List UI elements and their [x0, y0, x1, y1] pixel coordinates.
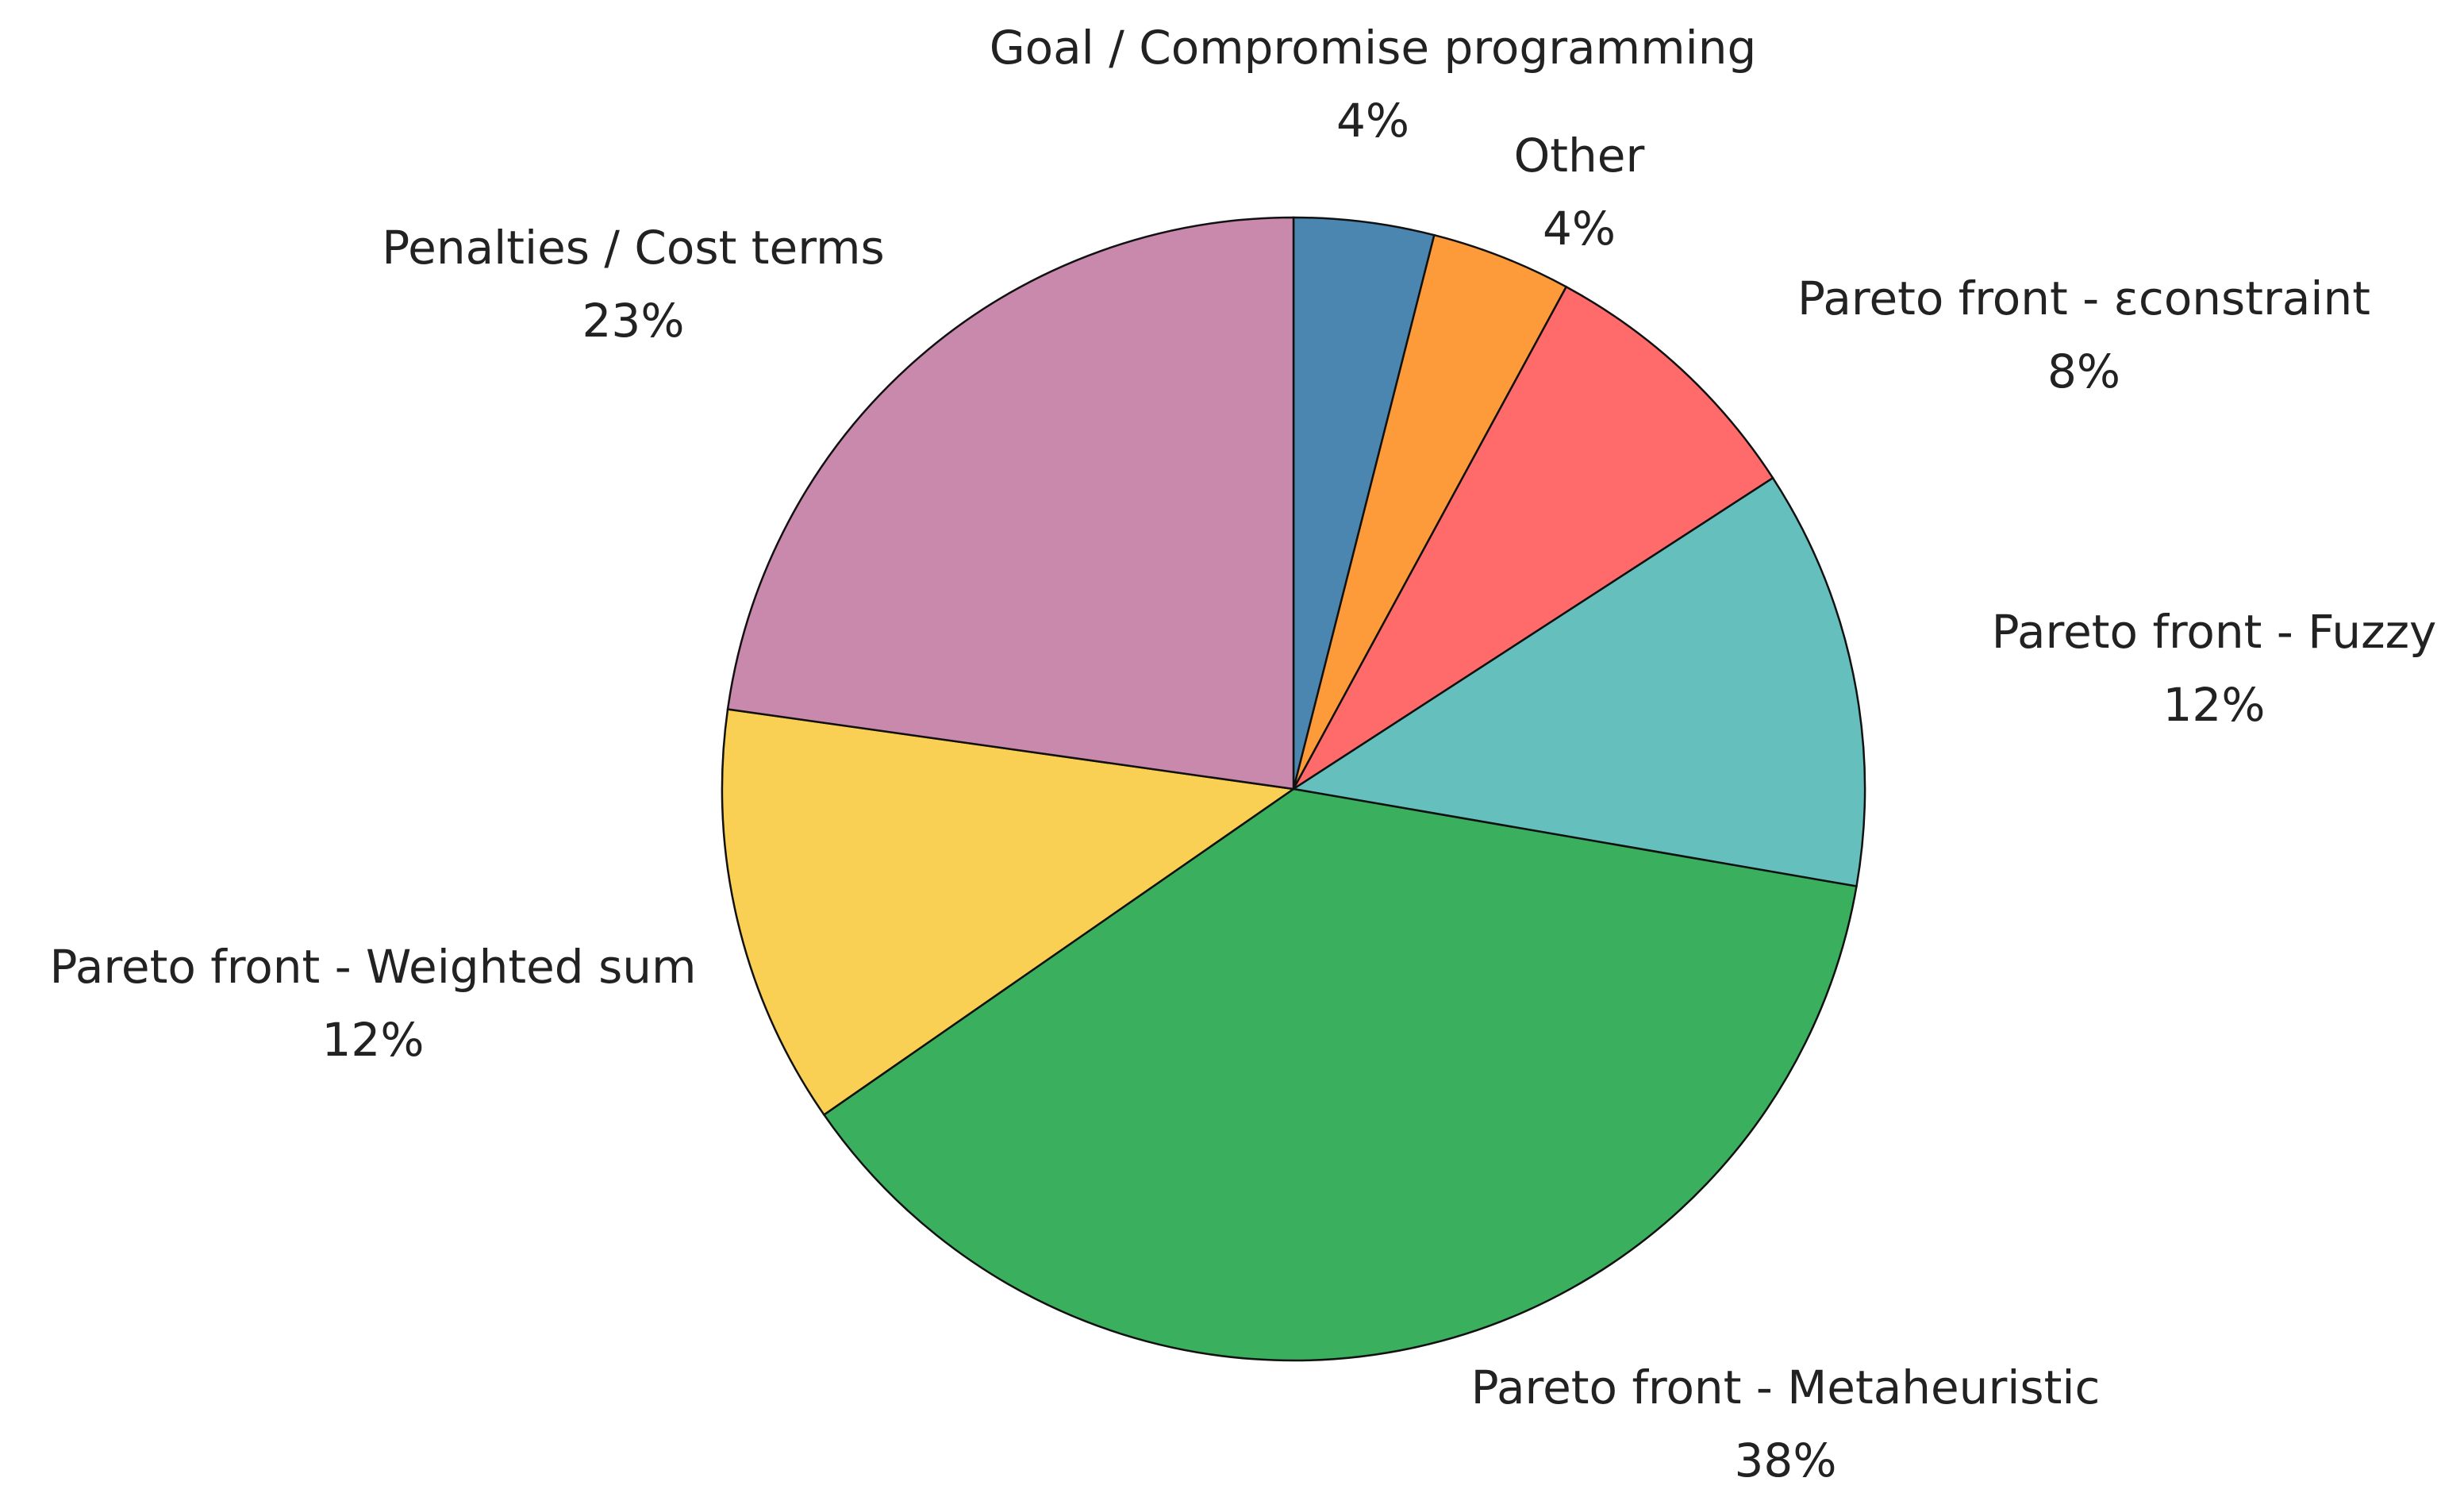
slice-label: Penalties / Cost terms — [382, 221, 885, 275]
pie-slice — [1290, 476, 1866, 888]
slice-value-label: 4% — [1336, 94, 1409, 148]
slice-label: Pareto front - Weighted sum — [49, 940, 696, 994]
slice-value-label: 4% — [1543, 202, 1616, 256]
pie-slice — [822, 787, 1858, 1362]
pie-slice — [1292, 233, 1568, 790]
slice-label: Pareto front - εconstraint — [1797, 271, 2370, 325]
pie-slice — [721, 708, 1297, 1117]
slice-value-label: 23% — [582, 294, 685, 348]
pie-slice — [1292, 216, 1436, 790]
pie-slice — [726, 216, 1295, 791]
slice-label: Pareto front - Fuzzy — [1992, 605, 2437, 659]
slice-value-label: 8% — [2047, 344, 2120, 398]
slice-value-label: 12% — [322, 1013, 425, 1067]
pie-slice — [1292, 285, 1774, 791]
slice-label: Goal / Compromise programming — [990, 21, 1757, 75]
slice-label: Other — [1514, 129, 1645, 183]
slice-label: Pareto front - Metaheuristic — [1471, 1360, 2101, 1414]
slice-value-label: 38% — [1735, 1434, 1837, 1487]
slice-value-label: 12% — [2163, 678, 2266, 732]
